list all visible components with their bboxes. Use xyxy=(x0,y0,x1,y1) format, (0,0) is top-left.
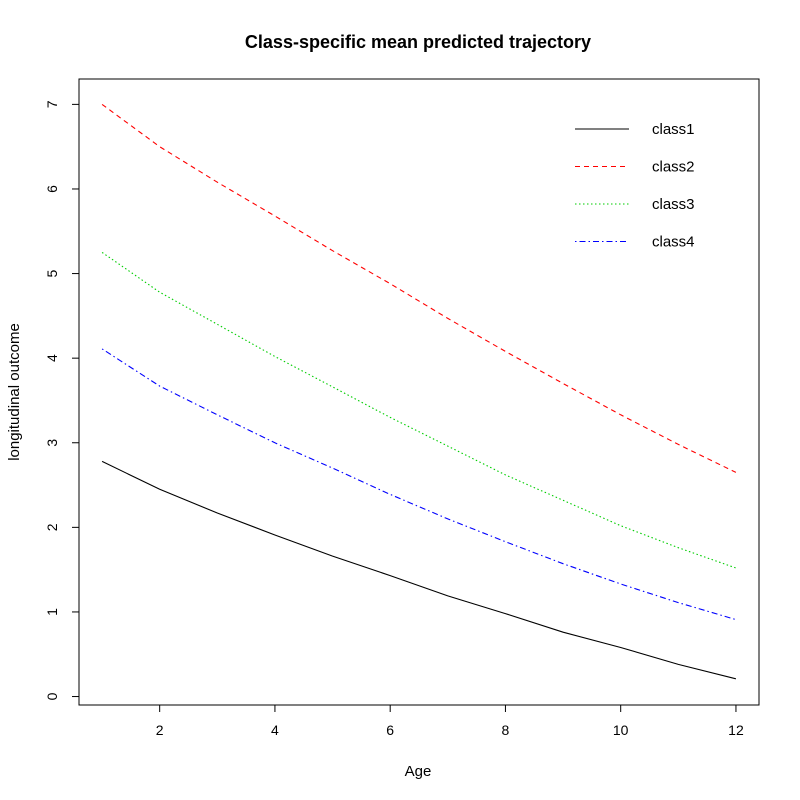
y-tick-label: 7 xyxy=(44,100,60,108)
y-axis: 0 1 2 3 4 5 6 7 xyxy=(44,100,80,700)
x-tick-label: 8 xyxy=(502,722,510,738)
y-tick-label: 4 xyxy=(44,354,60,362)
y-tick-label: 3 xyxy=(44,439,60,447)
y-tick-label: 6 xyxy=(44,185,60,193)
y-tick-label: 5 xyxy=(44,269,60,277)
series-line-class4 xyxy=(101,348,737,621)
y-tick-label: 2 xyxy=(44,523,60,531)
series-layer xyxy=(101,103,737,680)
x-axis-label: Age xyxy=(405,763,432,780)
legend-label-class1: class1 xyxy=(652,121,695,138)
legend: class1 class2 class3 class4 xyxy=(575,121,695,251)
series-line-class3 xyxy=(101,251,737,569)
x-tick-label: 6 xyxy=(386,722,394,738)
y-tick-label: 1 xyxy=(44,608,60,616)
x-axis: 2 4 6 8 10 12 xyxy=(156,704,744,738)
legend-label-class2: class2 xyxy=(652,159,695,176)
legend-label-class4: class4 xyxy=(652,234,695,251)
x-tick-label: 12 xyxy=(728,722,744,738)
series-line-class2 xyxy=(101,103,737,473)
legend-label-class3: class3 xyxy=(652,196,695,213)
x-tick-label: 10 xyxy=(613,722,629,738)
x-tick-label: 2 xyxy=(156,722,164,738)
y-axis-label: longitudinal outcome xyxy=(6,323,23,461)
x-tick-label: 4 xyxy=(271,722,279,738)
chart-title: Class-specific mean predicted trajectory xyxy=(245,32,591,52)
y-tick-label: 0 xyxy=(44,692,60,700)
series-line-class1 xyxy=(101,460,737,680)
